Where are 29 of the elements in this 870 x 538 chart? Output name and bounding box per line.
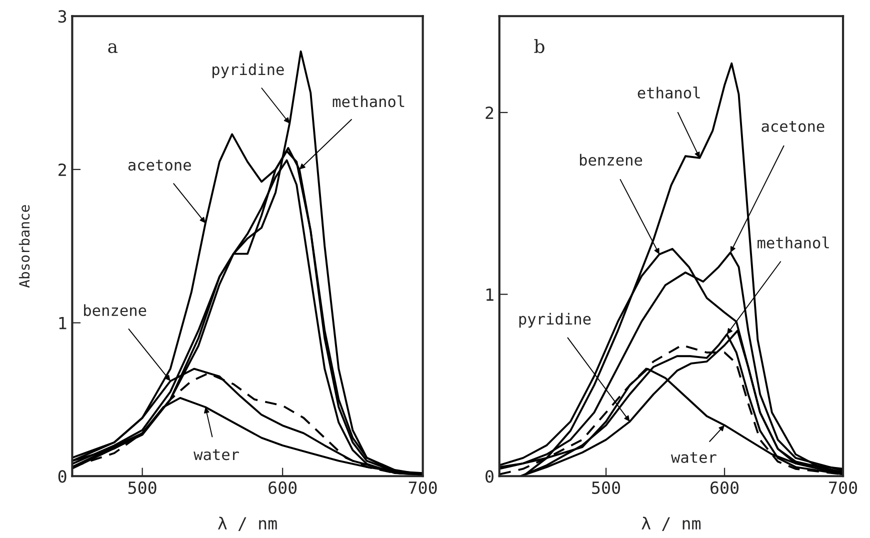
annotation: methanol — [758, 236, 829, 249]
annotation: b — [534, 39, 544, 54]
x-tick-label: 700 — [408, 481, 437, 494]
y-axis-title: Absorbance — [18, 205, 30, 288]
y-tick-label: 1 — [486, 288, 494, 301]
y-tick-label: 0 — [58, 470, 66, 483]
y-tick-label: 2 — [58, 163, 66, 176]
x-tick-label: 700 — [829, 481, 857, 494]
y-tick-label: 3 — [58, 10, 66, 23]
annotation: water — [670, 452, 716, 464]
annotation: benzene — [580, 154, 642, 166]
x-axis-title: λ / nm — [218, 516, 277, 531]
x-axis-title: λ / nm — [642, 516, 701, 531]
x-tick-label: 600 — [268, 481, 297, 494]
annotation: pyridine — [212, 63, 284, 78]
annotation: water — [194, 449, 239, 460]
y-tick-label: 0 — [486, 470, 494, 483]
y-tick-label: 2 — [486, 106, 494, 119]
annotation: pyridine — [519, 312, 591, 328]
x-tick-label: 600 — [710, 481, 738, 494]
annotation: benzene — [84, 304, 146, 316]
x-tick-label: 500 — [592, 481, 620, 494]
x-tick-label: 500 — [128, 481, 156, 494]
annotation: methanol — [332, 95, 404, 108]
annotation: ethanol — [638, 86, 700, 99]
y-tick-label: 1 — [59, 317, 66, 330]
annotation: a — [108, 43, 118, 54]
annotation: acetone — [762, 121, 824, 132]
annotation: acetone — [128, 160, 191, 171]
